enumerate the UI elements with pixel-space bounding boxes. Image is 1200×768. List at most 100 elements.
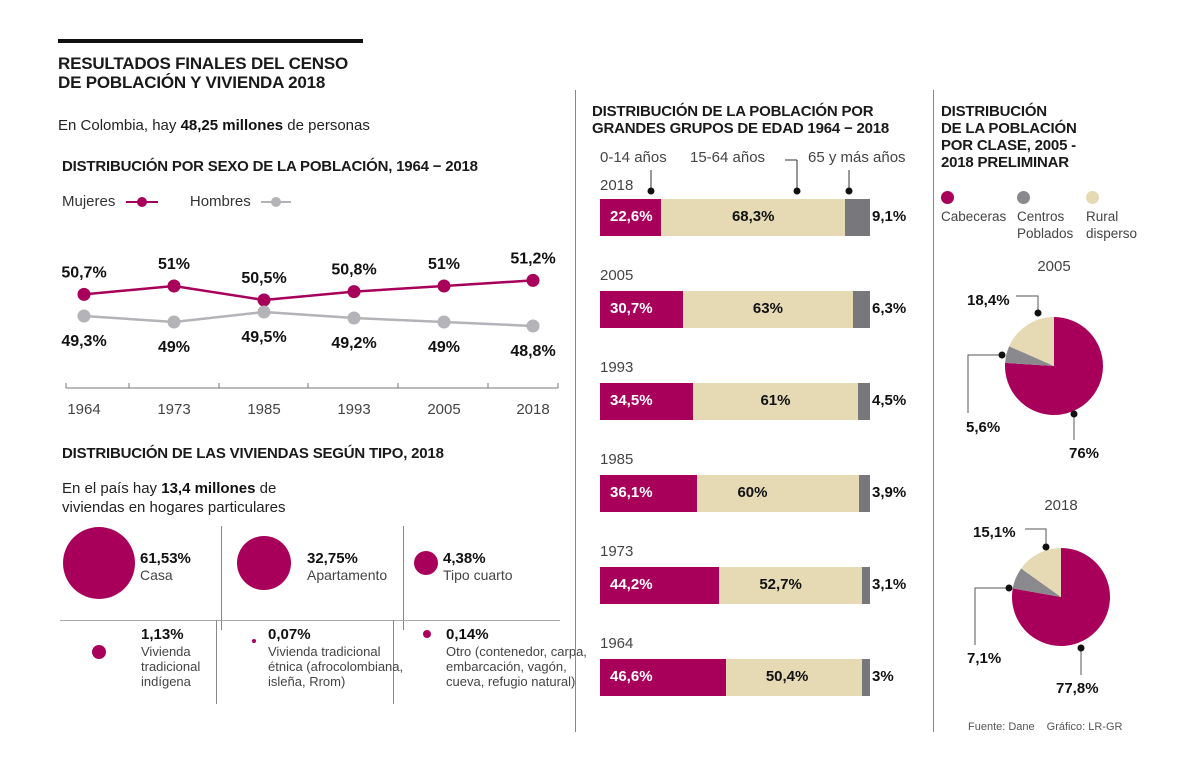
- housing-total: 13,4 millones: [161, 480, 256, 497]
- bar-segment-65-plus: [861, 567, 870, 604]
- housing-bubble: [423, 630, 431, 638]
- housing-percent: 0,07%: [268, 626, 311, 643]
- intro-total: 48,25 millones: [180, 117, 284, 134]
- housing-type-label-line: étnica (afrocolombiana,: [268, 659, 404, 674]
- housing-type-label-line: indígena: [141, 674, 191, 689]
- legend-label-line: Rural: [1086, 209, 1119, 224]
- x-tick-label: 1973: [157, 401, 190, 418]
- bar-value-label-outside: 3%: [872, 668, 894, 685]
- intro-text-end: de personas: [283, 117, 370, 134]
- pie-leader-dot: [1034, 309, 1042, 317]
- housing-type-label: Apartamento: [307, 567, 388, 583]
- page-title-line1: RESULTADOS FINALES DEL CENSO: [58, 54, 349, 73]
- housing-percent: 32,75%: [307, 550, 358, 567]
- x-tick-label: 2005: [427, 401, 460, 418]
- column-divider: [575, 90, 576, 732]
- bar-segment-0-14: 30,7%: [600, 291, 683, 328]
- pie-year-label: 2005: [1037, 258, 1071, 275]
- data-point-hombres: [437, 315, 451, 329]
- age-title-line1: DISTRIBUCIÓN DE LA POBLACIÓN POR: [592, 103, 874, 120]
- pie-leader-line: [967, 354, 1002, 413]
- legend-age-0-14: 0-14 años: [600, 149, 667, 166]
- bar-segment-0-14: 36,1%: [600, 475, 698, 512]
- bar-segment-65-plus: [845, 199, 870, 236]
- stacked-bar: 22,6% 68,3%: [600, 199, 870, 236]
- data-point-mujeres: [526, 273, 540, 287]
- bar-year-label: 2018: [600, 177, 634, 194]
- housing-type-label: Tipo cuarto: [443, 567, 513, 583]
- bar-segment-15-64: 60%: [697, 475, 860, 512]
- stacked-bar: 46,6% 50,4%: [600, 659, 870, 696]
- housing-percent: 0,14%: [446, 626, 489, 643]
- bar-value-label: 46,6%: [610, 668, 653, 685]
- bar-segment-15-64: 61%: [693, 383, 858, 420]
- housing-type-label-line: Vivienda: [141, 644, 191, 659]
- grid-divider: [393, 620, 394, 704]
- bar-year-label: 2005: [600, 267, 634, 284]
- housing-subtitle: En el país hay 13,4 millones de vivienda…: [62, 479, 285, 517]
- stacked-bar: 36,1% 60%: [600, 475, 870, 512]
- pie-slice-rural-disperso: [1021, 548, 1061, 597]
- bar-value-label: 52,7%: [759, 576, 802, 593]
- housing-bubble: [252, 639, 256, 643]
- legend-mujeres-icon: [125, 197, 158, 208]
- age-title-line2: GRANDES GRUPOS DE EDAD 1964 − 2018: [592, 120, 890, 137]
- data-label-hombres: 49,3%: [61, 333, 106, 350]
- data-label-hombres: 49%: [428, 339, 460, 356]
- x-tick-label: 1964: [67, 401, 100, 418]
- housing-subtitle-text: En el país hay: [62, 480, 162, 497]
- housing-bubble: [237, 536, 291, 590]
- data-point-hombres: [257, 305, 271, 319]
- bar-segment-0-14: 22,6%: [600, 199, 662, 236]
- housing-type-label-line: Vivienda tradicional: [268, 644, 381, 659]
- class-title-line: DISTRIBUCIÓN: [941, 103, 1047, 120]
- sex-chart-title: DISTRIBUCIÓN POR SEXO DE LA POBLACIÓN, 1…: [62, 158, 478, 175]
- grid-divider: [216, 620, 217, 704]
- housing-percent: 4,38%: [443, 550, 486, 567]
- housing-type-label: Vivienda tradicional étnica (afrocolombia…: [268, 644, 403, 689]
- grid-divider: [221, 526, 222, 630]
- legend-age-65-plus: 65 y más años: [808, 149, 906, 166]
- bar-value-label-outside: 6,3%: [872, 300, 907, 317]
- legend-hombres-label: Hombres: [189, 193, 251, 210]
- bar-segment-65-plus: [861, 659, 870, 696]
- legend-hombres-icon: [260, 197, 291, 208]
- class-title-line: 2018 PRELIMINAR: [941, 154, 1069, 171]
- pie-leader-dot: [998, 351, 1006, 359]
- pie-leader-line: [974, 587, 1009, 645]
- class-title-line: DE LA POBLACIÓN: [941, 120, 1077, 137]
- bar-value-label: 61%: [760, 392, 791, 409]
- page-title: RESULTADOS FINALES DEL CENSO DE POBLACIÓ…: [58, 54, 348, 92]
- bar-year-label: 1973: [600, 543, 634, 560]
- data-point-mujeres: [257, 293, 271, 307]
- bar-segment-15-64: 50,4%: [725, 659, 862, 696]
- housing-percent: 1,13%: [141, 626, 184, 643]
- class-chart-title: DISTRIBUCIÓN DE LA POBLACIÓN POR CLASE, …: [941, 103, 1077, 171]
- pie-value-label: 77,8%: [1056, 680, 1099, 697]
- housing-subtitle-line2: viviendas en hogares particulares: [62, 499, 286, 516]
- data-point-mujeres: [437, 279, 451, 293]
- x-tick-label: 1993: [337, 401, 370, 418]
- bar-segment-0-14: 34,5%: [600, 383, 694, 420]
- bar-year-label: 1985: [600, 451, 634, 468]
- pie-leader-dot: [1042, 543, 1050, 551]
- data-label-mujeres: 51%: [158, 256, 190, 273]
- data-label-mujeres: 50,5%: [241, 270, 286, 287]
- legend-age-15-64: 15-64 años: [690, 149, 766, 166]
- grid-divider: [403, 526, 404, 630]
- page-title-line2: DE POBLACIÓN Y VIVIENDA 2018: [58, 73, 326, 92]
- bar-value-label: 22,6%: [610, 208, 653, 225]
- column-divider: [933, 90, 934, 732]
- legend-label: Centros Poblados: [1017, 208, 1073, 242]
- stacked-bar: 44,2% 52,7%: [600, 567, 870, 604]
- data-label-mujeres: 51%: [428, 256, 460, 273]
- population-intro: En Colombia, hay 48,25 millones de perso…: [58, 117, 370, 134]
- pie-leader-line: [1016, 295, 1039, 313]
- legend-mujeres-label: Mujeres: [62, 193, 116, 210]
- housing-type-label-line: Otro (contenedor, carpa,: [446, 644, 587, 659]
- bar-value-label-outside: 3,9%: [872, 484, 907, 501]
- pie-leader-dot: [1005, 584, 1013, 592]
- sex-legend: Mujeres Hombres: [62, 193, 293, 210]
